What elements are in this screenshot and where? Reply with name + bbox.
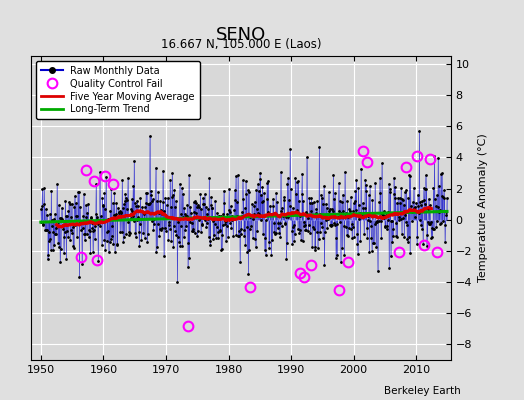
Legend: Raw Monthly Data, Quality Control Fail, Five Year Moving Average, Long-Term Tren: Raw Monthly Data, Quality Control Fail, … xyxy=(36,61,200,119)
Text: Berkeley Earth: Berkeley Earth xyxy=(385,386,461,396)
Text: 16.667 N, 105.000 E (Laos): 16.667 N, 105.000 E (Laos) xyxy=(161,38,321,51)
Y-axis label: Temperature Anomaly (°C): Temperature Anomaly (°C) xyxy=(477,134,487,282)
Text: SENO: SENO xyxy=(216,26,266,44)
